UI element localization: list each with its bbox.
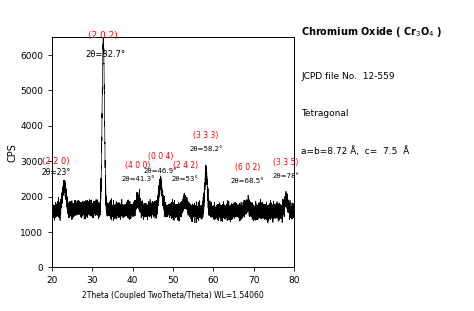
Text: (0 0 4): (0 0 4) — [148, 152, 173, 161]
Text: (2 0 2): (2 0 2) — [89, 31, 118, 40]
Text: 2θ=32.7°: 2θ=32.7° — [85, 50, 126, 59]
Text: JCPD file No.  12-559: JCPD file No. 12-559 — [301, 72, 395, 81]
Text: (2 2 0): (2 2 0) — [42, 157, 70, 166]
Text: 2θ=23°: 2θ=23° — [42, 168, 71, 177]
Text: Chromium Oxide ( Cr$_3$O$_4$ ): Chromium Oxide ( Cr$_3$O$_4$ ) — [301, 25, 442, 39]
X-axis label: 2Theta (Coupled TwoTheta/Theta) WL=1.54060: 2Theta (Coupled TwoTheta/Theta) WL=1.540… — [82, 291, 264, 300]
Y-axis label: CPS: CPS — [7, 143, 18, 162]
Text: 2θ=41.3°: 2θ=41.3° — [121, 176, 155, 182]
Text: (4 0 0): (4 0 0) — [125, 161, 151, 170]
Text: 2θ=78°: 2θ=78° — [273, 173, 299, 179]
Text: (3 3 5): (3 3 5) — [273, 158, 299, 167]
Text: Tetragonal: Tetragonal — [301, 109, 348, 118]
Text: a=b=8.72 Å,  c=  7.5  Å: a=b=8.72 Å, c= 7.5 Å — [301, 146, 409, 156]
Text: 2θ=58.2°: 2θ=58.2° — [189, 146, 223, 152]
Text: (3 3 3): (3 3 3) — [193, 131, 219, 140]
Text: 2θ=46.9°: 2θ=46.9° — [144, 168, 177, 174]
Text: 2θ=53°: 2θ=53° — [172, 176, 199, 183]
Text: 2θ=68.5°: 2θ=68.5° — [231, 178, 264, 184]
Text: (6 0 2): (6 0 2) — [235, 163, 260, 172]
Text: (2 4 2): (2 4 2) — [173, 161, 198, 170]
